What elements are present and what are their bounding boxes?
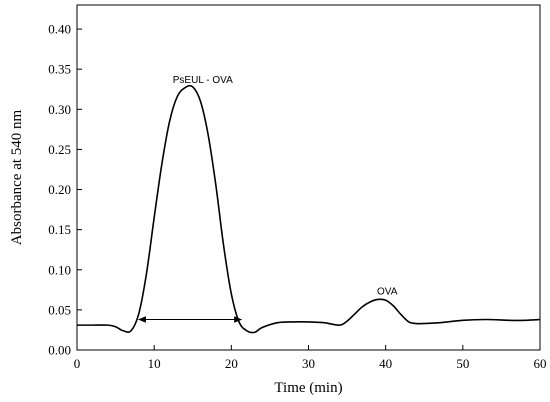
x-tick-label: 60 bbox=[534, 356, 547, 371]
y-tick-label: 0.10 bbox=[48, 262, 71, 277]
y-tick-label: 0.40 bbox=[48, 22, 71, 37]
plot-frame bbox=[76, 4, 541, 351]
y-tick-label: 0.05 bbox=[48, 302, 71, 317]
x-axis-title: Time (min) bbox=[274, 380, 342, 396]
x-tick-label: 40 bbox=[379, 356, 392, 371]
y-tick-label: 0.20 bbox=[48, 182, 71, 197]
x-tick-label: 50 bbox=[456, 356, 469, 371]
peak-annotation: PsEUL - OVA bbox=[173, 75, 233, 86]
peak-annotation: OVA bbox=[377, 287, 398, 298]
x-tick-label: 10 bbox=[148, 356, 161, 371]
x-axis: 0 10 20 30 40 50 60 bbox=[74, 345, 547, 371]
y-tick-label: 0.30 bbox=[48, 102, 71, 117]
y-tick-label: 0.00 bbox=[48, 343, 71, 358]
absorbance-series-line bbox=[77, 84, 541, 334]
y-tick-label: 0.35 bbox=[48, 62, 71, 77]
x-tick-label: 20 bbox=[225, 356, 238, 371]
x-tick-label: 30 bbox=[302, 356, 315, 371]
x-tick-label: 0 bbox=[74, 356, 81, 371]
y-axis-title: Absorbance at 540 nm bbox=[9, 109, 25, 245]
y-tick-label: 0.15 bbox=[48, 222, 71, 237]
annotations: PsEUL - OVA OVA bbox=[173, 75, 398, 298]
y-tick-label: 0.25 bbox=[48, 142, 71, 157]
y-axis: 0.00 0.05 0.10 0.15 0.20 0.25 0.30 0.35 0.40 bbox=[48, 22, 82, 358]
